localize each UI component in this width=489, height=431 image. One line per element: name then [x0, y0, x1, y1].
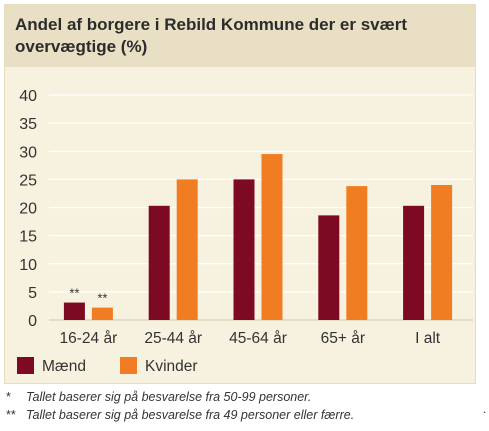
x-tick-label-3: 65+ år: [321, 330, 365, 347]
bar-annotation-0-0: **: [69, 286, 79, 301]
legend-swatch-kvinder: [120, 357, 137, 374]
bar-kvinder-0: [91, 307, 113, 320]
footnote-2-text: Tallet baserer sig på besvarelse fra 49 …: [26, 408, 355, 422]
y-tick-label-10: 10: [19, 257, 37, 274]
y-tick-label-15: 15: [19, 229, 37, 246]
chart-title: Andel af borgere i Rebild Kommune der er…: [15, 15, 408, 56]
bar-chart: 0 5 10 15 20 25 30 35 40 ** ** 16-24 år 25-44 år 45-6…: [17, 88, 473, 375]
footnote-2: ** Tallet baserer sig på besvarelse fra 4…: [6, 406, 354, 424]
bar-mænd-4: [403, 205, 425, 320]
y-tick-label-35: 35: [19, 116, 37, 133]
title-band: [5, 5, 475, 67]
y-tick-label-40: 40: [19, 88, 37, 105]
y-tick-label-25: 25: [19, 172, 37, 189]
x-tick-label-0: 16-24 år: [60, 330, 118, 347]
legend-label-kvinder: Kvinder: [145, 358, 198, 375]
bar-annotation-0-1: **: [97, 291, 107, 306]
footnote-1-text: Tallet baserer sig på besvarelse fra 50-…: [26, 390, 312, 404]
bar-mænd-1: [148, 205, 170, 320]
chart-panel: Andel af borgere i Rebild Kommune der er…: [4, 4, 476, 384]
x-tick-label-1: 25-44 år: [144, 330, 202, 347]
bar-mænd-0: [63, 302, 85, 320]
stray-dot: .: [483, 402, 487, 416]
x-tick-label-4: I alt: [415, 330, 441, 347]
bar-mænd-3: [318, 215, 340, 320]
y-tick-label-0: 0: [28, 313, 37, 330]
y-tick-label-30: 30: [19, 144, 37, 161]
footnote-2-mark: **: [6, 408, 16, 422]
bar-kvinder-1: [176, 179, 198, 320]
y-tick-label-20: 20: [19, 201, 37, 218]
bar-mænd-2: [233, 179, 255, 320]
y-tick-label-5: 5: [28, 285, 37, 302]
legend-swatch-mænd: [17, 357, 34, 374]
bar-kvinder-2: [261, 154, 283, 320]
legend-label-mænd: Mænd: [42, 358, 86, 375]
bar-kvinder-3: [346, 186, 368, 320]
x-tick-label-2: 45-64 år: [229, 330, 287, 347]
bar-kvinder-4: [431, 185, 453, 320]
footnote-1: * Tallet baserer sig på besvarelse fra 50…: [6, 388, 354, 406]
footnotes: * Tallet baserer sig på besvarelse fra 50…: [6, 388, 354, 424]
footnote-1-mark: *: [6, 390, 11, 404]
